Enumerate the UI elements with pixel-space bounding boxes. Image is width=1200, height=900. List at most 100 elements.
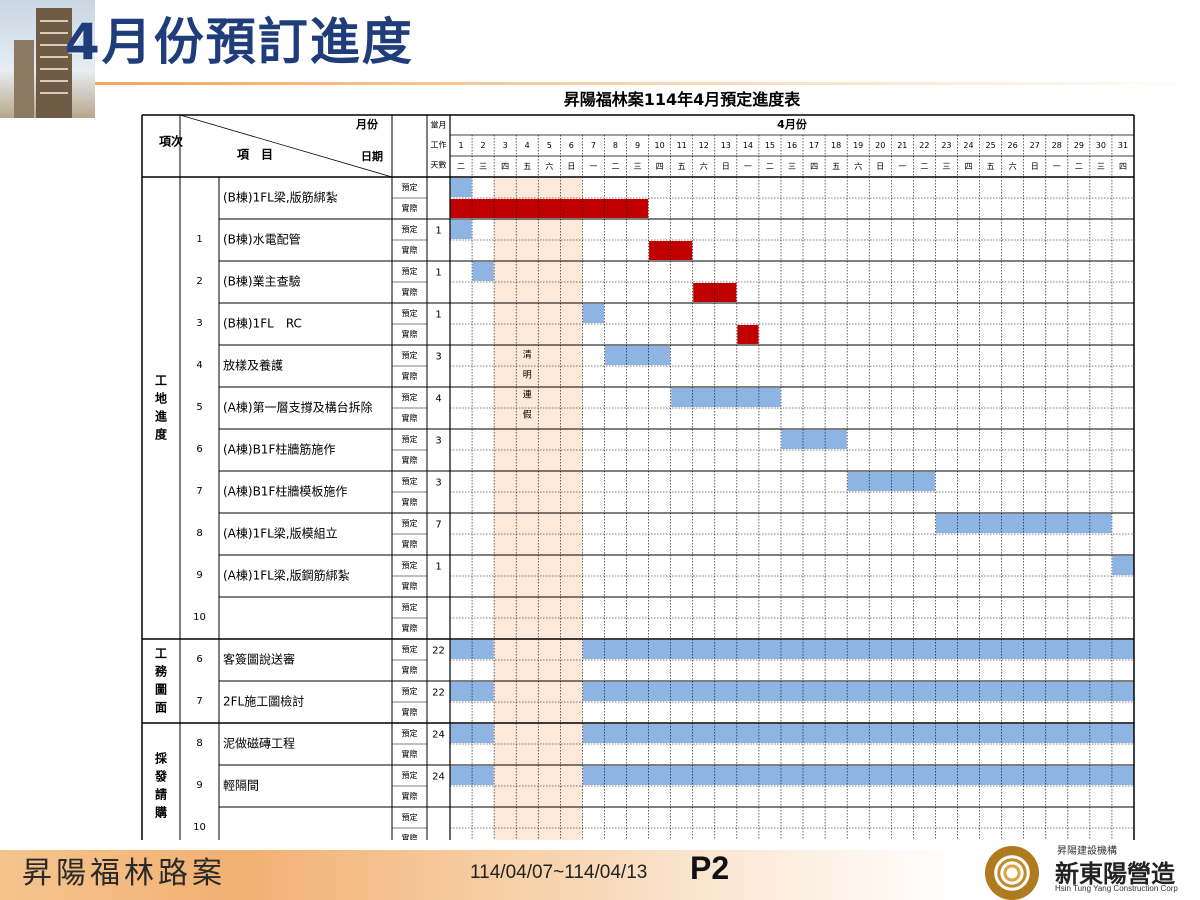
work-days-value: 24	[432, 772, 445, 783]
weekday-label: 二	[1075, 162, 1083, 171]
plan-bar	[781, 430, 847, 449]
day-number: 18	[831, 141, 841, 150]
item-number: 2	[196, 276, 202, 287]
item-number: 7	[196, 696, 202, 707]
plan-bar	[1112, 556, 1134, 575]
page-number: P2	[690, 850, 730, 886]
weekday-label: 五	[678, 162, 686, 171]
plan-label: 預定	[402, 224, 418, 234]
day-number: 9	[635, 141, 640, 150]
plan-bar	[472, 262, 494, 281]
day-number: 15	[765, 141, 775, 150]
plan-label: 預定	[402, 770, 418, 780]
group-label: 請	[155, 787, 167, 802]
company-mark-icon	[985, 846, 1039, 900]
task-name: (B棟)1FL RC	[223, 316, 302, 331]
day-number: 20	[875, 141, 885, 150]
item-number: 6	[196, 444, 202, 455]
plan-bar	[450, 220, 472, 239]
item-number: 5	[196, 402, 202, 413]
actual-bar	[450, 199, 649, 218]
weekday-label: 日	[567, 162, 575, 171]
month-header: 月份	[355, 117, 379, 131]
weekday-label: 一	[744, 162, 752, 171]
weekday-label: 三	[942, 162, 950, 171]
weekday-label: 三	[634, 162, 642, 171]
actual-label: 實際	[402, 707, 418, 717]
page-title: 4月份預訂進度	[65, 13, 414, 71]
actual-label: 實際	[402, 623, 418, 633]
item-number: 7	[196, 486, 202, 497]
task-name: (A棟)1FL梁,版鋼筋綁紮	[223, 568, 350, 583]
actual-label: 實際	[402, 413, 418, 423]
company-logo: 昇陽建設機構 新東陽營造 Hsin Tung Yang Construction…	[985, 840, 1200, 900]
work-days-value: 7	[435, 520, 441, 531]
plan-bar	[582, 640, 1134, 659]
day-number: 30	[1096, 141, 1106, 150]
work-days-value: 3	[435, 478, 441, 489]
project-logo-text: 昇陽福林路案	[22, 856, 226, 891]
task-name: (B棟)業主查驗	[223, 274, 301, 289]
work-days-value: 4	[435, 394, 441, 405]
weekday-label: 日	[876, 162, 884, 171]
group-label: 發	[154, 769, 168, 784]
holiday-note: 連	[523, 389, 532, 401]
task-name: (A棟)第一層支撐及構台拆除	[223, 400, 373, 415]
month-label: 4月份	[777, 117, 808, 131]
actual-label: 實際	[402, 287, 418, 297]
weekday-label: 四	[501, 162, 509, 171]
day-number: 26	[1008, 141, 1018, 150]
actual-label: 實際	[402, 245, 418, 255]
group-label: 採	[155, 751, 168, 766]
work-days-header: 天數	[431, 160, 447, 170]
item-number: 9	[196, 570, 202, 581]
item-number: 9	[196, 780, 202, 791]
work-days-header: 工作	[431, 140, 447, 150]
weekday-label: 五	[987, 162, 995, 171]
day-number: 5	[547, 141, 552, 150]
group-label: 圖	[155, 683, 167, 697]
group-label: 面	[155, 701, 167, 715]
task-name: (A棟)B1F柱牆模板施作	[223, 484, 347, 499]
day-number: 24	[963, 141, 973, 150]
actual-label: 實際	[402, 539, 418, 549]
task-name: 泥做磁磚工程	[223, 736, 295, 751]
item-number: 1	[196, 234, 202, 245]
plan-bar	[582, 724, 1134, 743]
day-number: 25	[985, 141, 995, 150]
day-number: 7	[591, 141, 596, 150]
actual-label: 實際	[402, 329, 418, 339]
work-days-value: 24	[432, 730, 445, 741]
plan-bar	[671, 388, 781, 407]
weekday-label: 六	[545, 161, 553, 171]
day-number: 4	[525, 141, 530, 150]
actual-label: 實際	[402, 371, 418, 381]
weekday-label: 三	[1097, 162, 1105, 171]
weekday-label: 一	[1053, 162, 1061, 171]
day-number: 3	[503, 141, 508, 150]
actual-label: 實際	[402, 833, 418, 840]
header-diagonal	[179, 114, 393, 178]
schedule-sheet: 4月份 1 2 3 4 5 6 7 8 9 10 11 12 13 14 15 16 17 18 19 20 21 22 23…	[137, 85, 1137, 840]
title-underline	[95, 82, 1200, 85]
actual-label: 實際	[402, 203, 418, 213]
weekday-label: 日	[1031, 162, 1039, 171]
day-number: 14	[743, 141, 753, 150]
plan-bar	[582, 304, 604, 323]
day-number: 8	[613, 141, 618, 150]
task-name: 輕隔間	[223, 779, 259, 793]
day-number: 10	[655, 141, 665, 150]
weekday-label: 二	[611, 162, 619, 171]
plan-label: 預定	[402, 812, 418, 822]
work-days-value: 3	[435, 352, 441, 363]
weekday-label: 四	[965, 162, 973, 171]
holiday-note: 假	[523, 410, 532, 421]
weekday-label: 二	[457, 162, 465, 171]
actual-label: 實際	[402, 455, 418, 465]
weekday-label: 六	[854, 161, 862, 171]
plan-label: 預定	[402, 518, 418, 528]
plan-bar	[582, 682, 1134, 701]
weekday-label: 三	[788, 162, 796, 171]
holiday-note: 明	[523, 370, 532, 381]
